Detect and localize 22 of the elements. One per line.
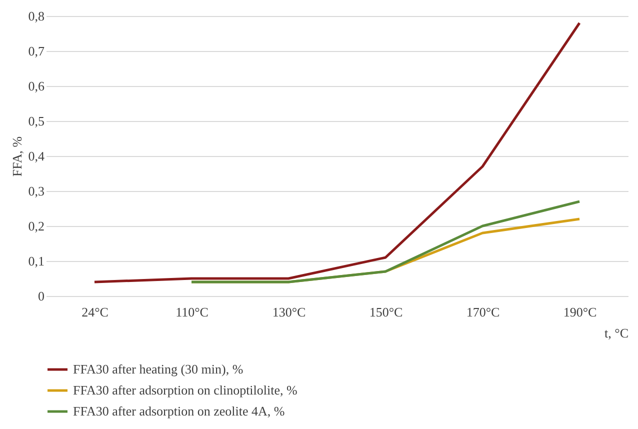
legend-label: FFA30 after adsorption on clinoptilolite, % [73, 382, 298, 398]
y-tick-label: 0,7 [28, 44, 45, 58]
y-tick-label: 0,4 [28, 148, 45, 164]
y-tick-label: 0,5 [28, 114, 44, 128]
y-tick-label: 0,6 [28, 78, 45, 94]
legend-label: FFA30 after adsorption on zeolite 4A, % [73, 404, 285, 418]
y-tick-label: 0,3 [28, 184, 44, 198]
x-tick-label: 24°C [82, 304, 108, 320]
x-tick-label: 130°C [272, 304, 306, 320]
line-series [190, 200, 581, 284]
x-tick-label: 150°C [369, 304, 403, 320]
x-tick-label: 110°C [176, 304, 208, 320]
y-tick-label: 0,2 [28, 218, 44, 234]
x-tick-label: 190°C [563, 304, 597, 320]
x-axis-title: t, °C [604, 326, 628, 340]
y-tick-label: 0 [38, 288, 44, 304]
x-tick-label: 170°C [466, 304, 500, 320]
y-tick-label: 0,8 [28, 8, 44, 24]
line-series [93, 22, 581, 284]
legend-label: FFA30 after heating (30 min), % [73, 362, 244, 376]
y-tick-label: 0,1 [28, 254, 44, 268]
y-axis-title: FFA, % [9, 136, 24, 177]
